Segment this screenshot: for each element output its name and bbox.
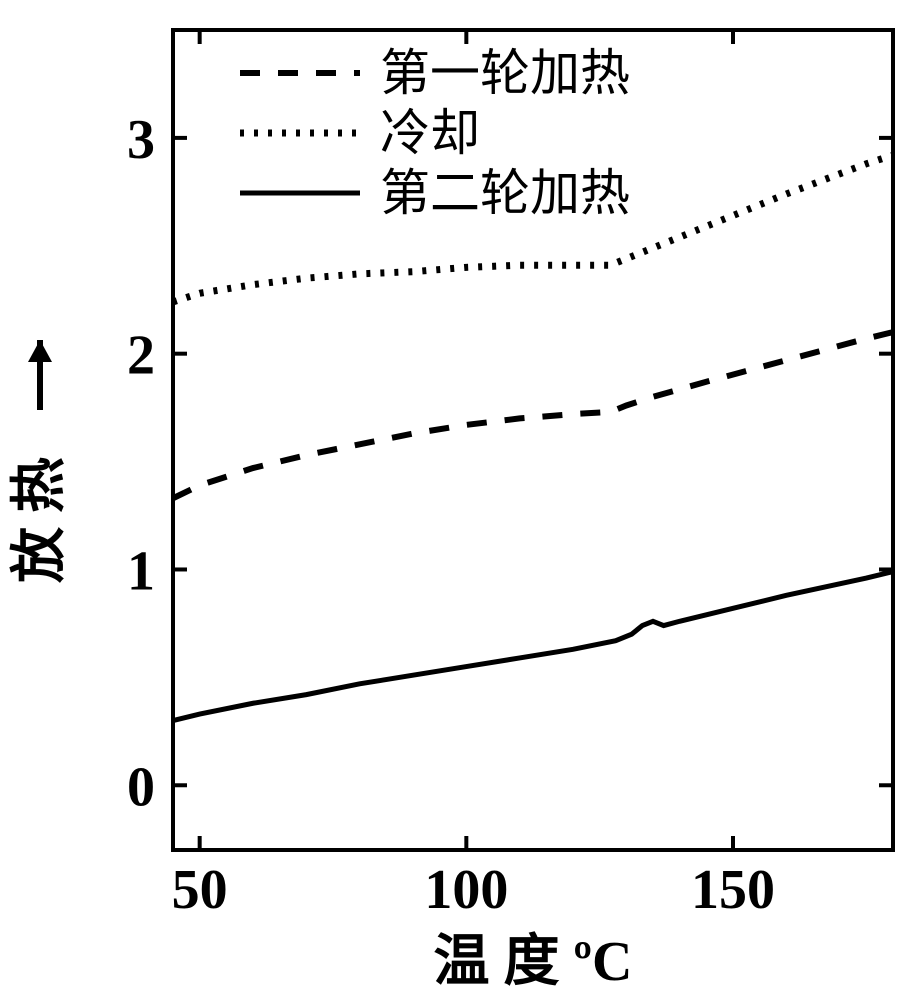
chart-svg: 50 100 150 0 1 2 3 温 度 ºC 放 热 第一轮加热冷却第二轮加热: [0, 0, 921, 1000]
dsc-chart: 50 100 150 0 1 2 3 温 度 ºC 放 热 第一轮加热冷却第二轮加热: [0, 0, 921, 1000]
x-axis-label: 温 度 ºC: [434, 931, 633, 993]
y-tick-label: 3: [127, 109, 155, 171]
y-tick-label: 0: [127, 756, 155, 818]
legend-label-1: 冷却: [380, 105, 480, 161]
y-tick-label: 1: [127, 540, 155, 602]
x-tick-label: 150: [691, 859, 775, 921]
legend-label-2: 第二轮加热: [380, 165, 630, 221]
x-tick-label: 100: [424, 859, 508, 921]
y-tick-label: 2: [127, 325, 155, 387]
legend-label-0: 第一轮加热: [380, 45, 630, 101]
y-axis-label: 放 热: [9, 457, 71, 583]
x-tick-label: 50: [172, 859, 228, 921]
